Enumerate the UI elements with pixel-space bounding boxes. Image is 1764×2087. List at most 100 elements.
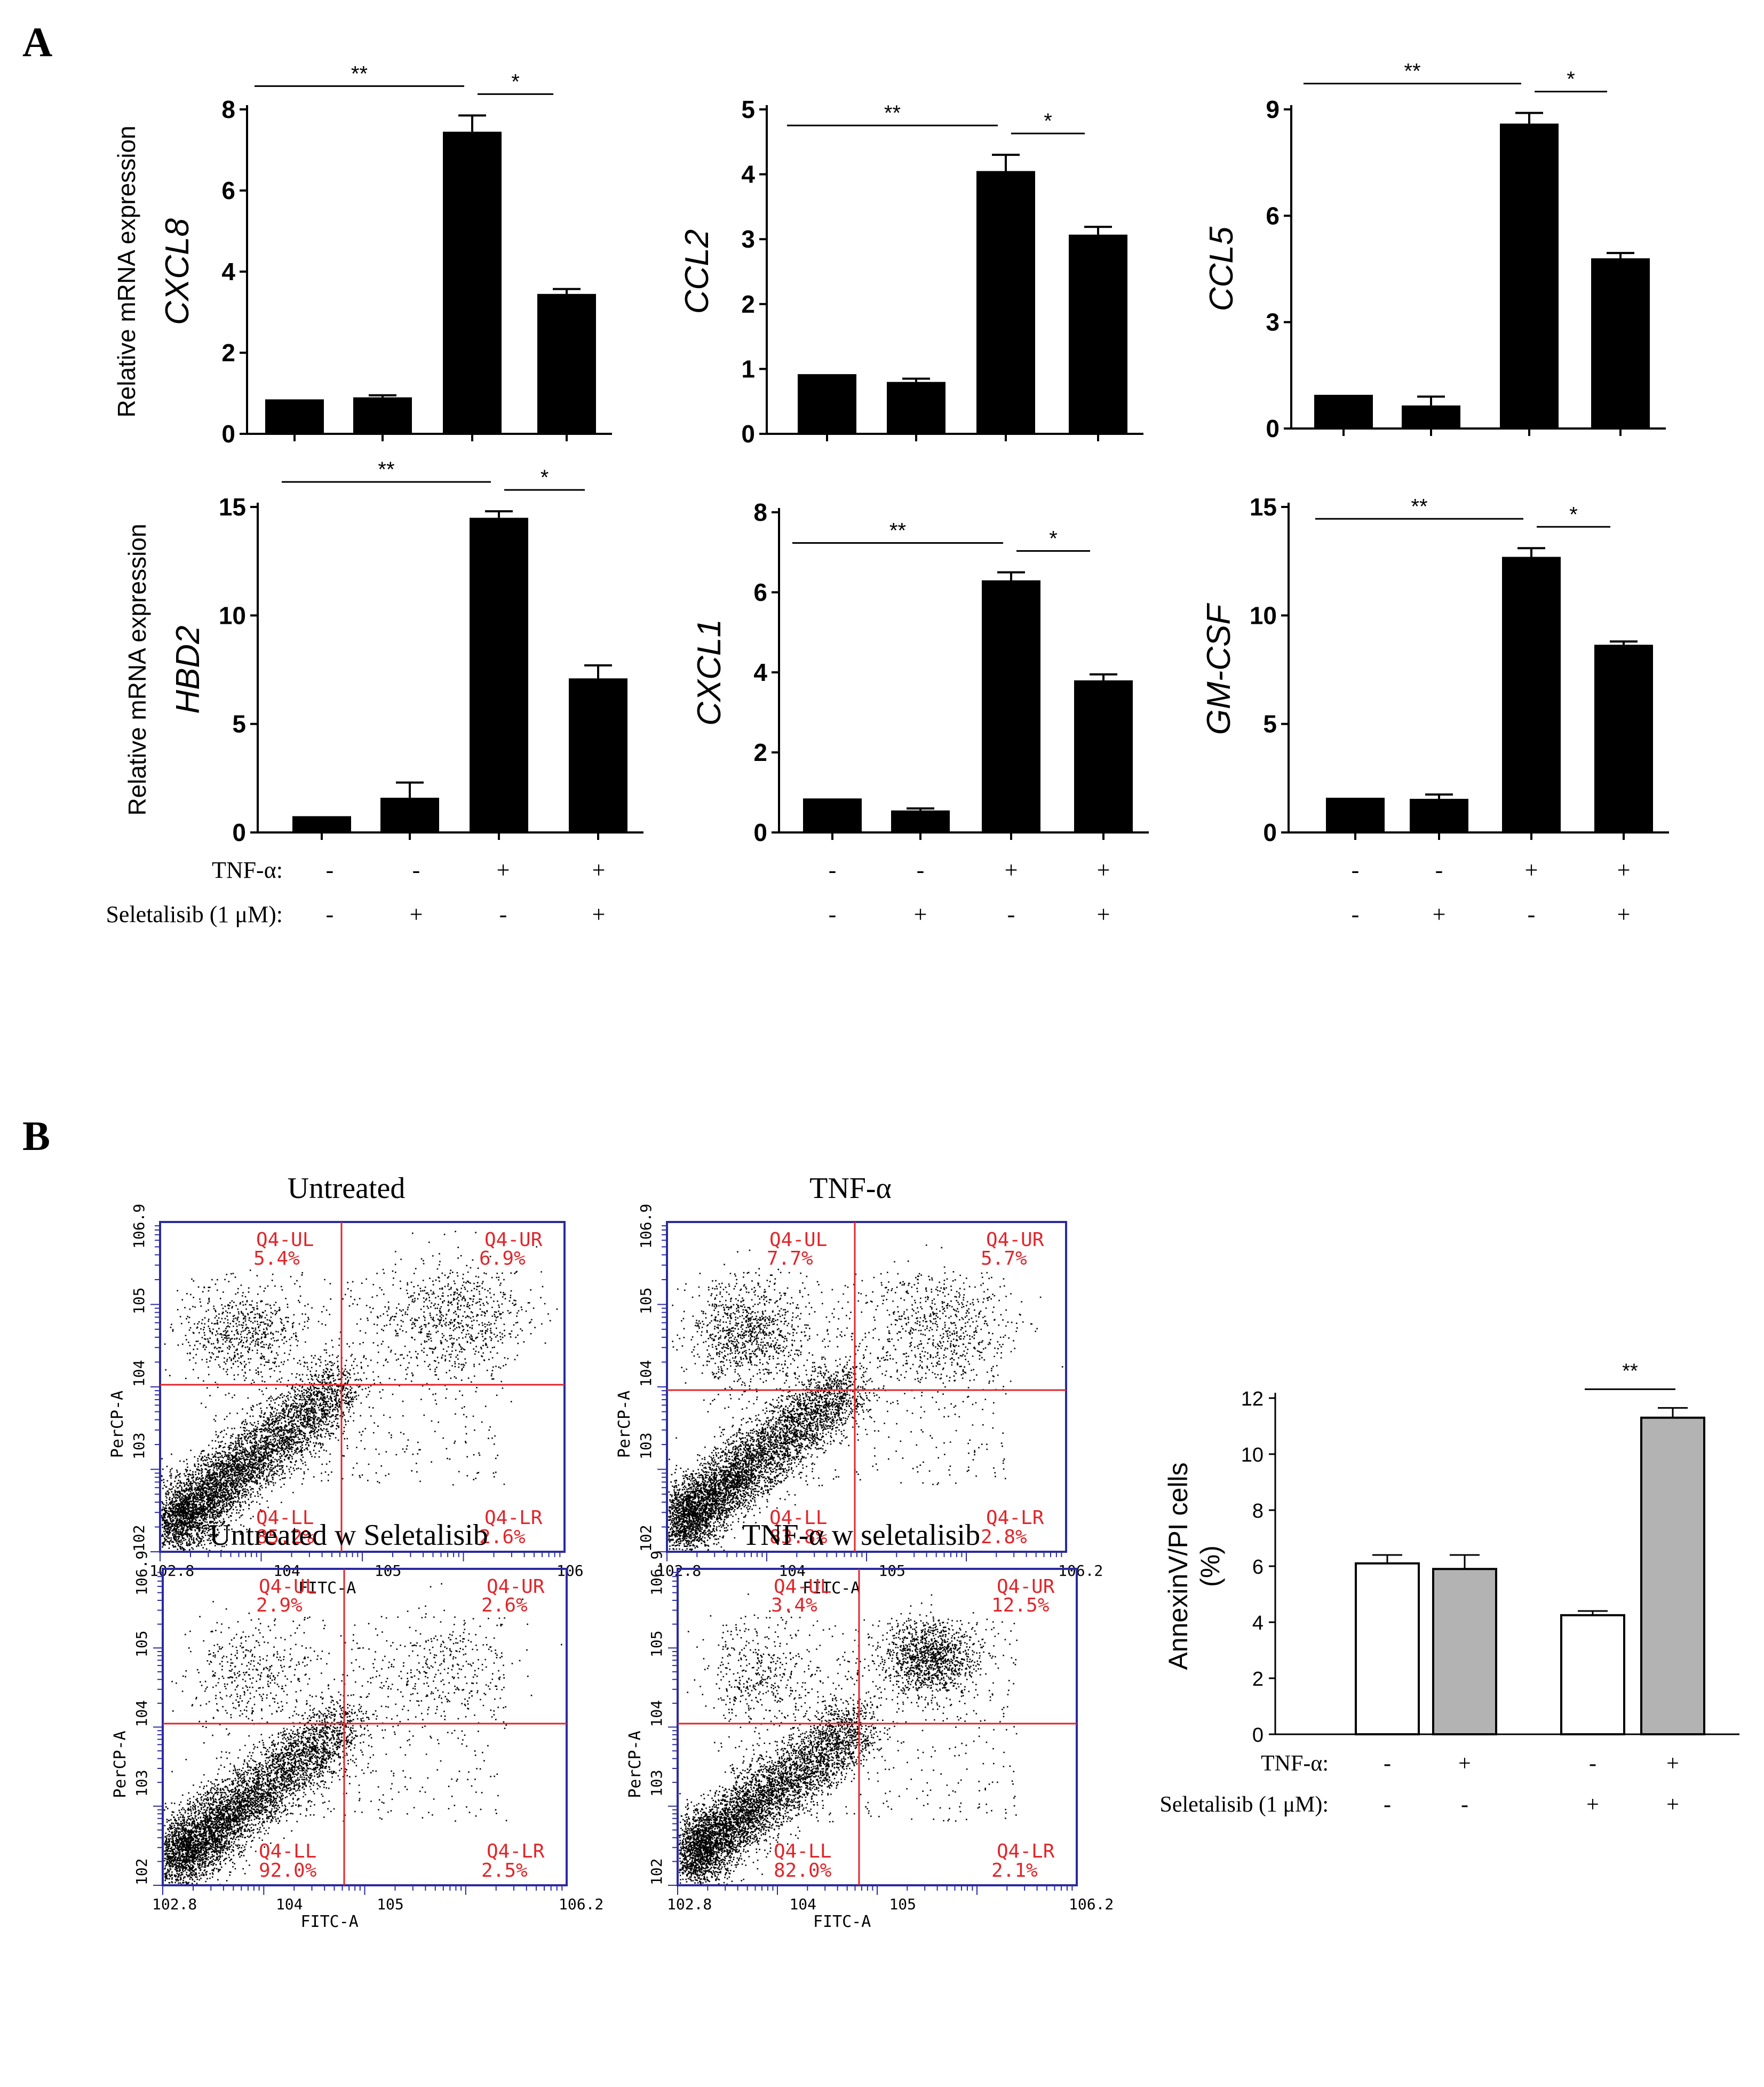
bar <box>537 293 596 434</box>
y-tick-label: 2 <box>741 290 755 318</box>
y-tick-label: 5 <box>232 710 246 738</box>
y-tick-label: 8 <box>221 96 235 123</box>
y-axis-label-line1: AnnexinV/PI cells <box>1163 1462 1193 1670</box>
seletalisib-sign: - <box>1528 901 1536 927</box>
b-tnf-sign: + <box>1666 1751 1679 1776</box>
y-tick-label: 8 <box>753 498 767 526</box>
quadrant-ur-name: Q4-UR <box>484 1229 543 1251</box>
quadrant-lr-name: Q4-LR <box>487 1840 545 1862</box>
b-tnf-sign: - <box>1589 1751 1596 1776</box>
tnf-sign: + <box>1617 857 1631 883</box>
y-tick-label: 2 <box>221 339 235 367</box>
y-tick-label: 6 <box>221 177 235 204</box>
y-tick-label: 103 <box>130 1432 148 1459</box>
flow-events <box>161 1231 558 1552</box>
quadrant-ll-name: Q4-LL <box>256 1507 314 1529</box>
b-seletalisib-row-label: Seletalisib (1 μM): <box>1160 1792 1329 1817</box>
seletalisib-sign: - <box>499 901 507 927</box>
bar <box>798 374 856 434</box>
y-tick-label: 15 <box>219 493 246 521</box>
y-tick-label: 106.9 <box>637 1204 655 1249</box>
bar <box>443 131 502 434</box>
quadrant-ll-name: Q4-LL <box>774 1840 831 1862</box>
x-tick-label: 105 <box>878 1562 905 1580</box>
quadrant-lr-value: 2.5% <box>481 1860 528 1882</box>
quadrant-ll-value: 92.0% <box>259 1860 317 1882</box>
quadrant-lr-name: Q4-LR <box>997 1840 1055 1862</box>
y-tick-label: 10 <box>1250 601 1277 629</box>
quadrant-ul-name: Q4-UL <box>769 1229 827 1251</box>
tnf-sign: + <box>1525 857 1538 883</box>
tnf-sign: - <box>917 857 925 883</box>
y-tick-label: 6 <box>1266 202 1280 229</box>
y-tick-label: 6 <box>1252 1556 1264 1578</box>
y-tick-label: 0 <box>1263 819 1277 846</box>
b-tnf-row-label: TNF-α: <box>1261 1751 1329 1776</box>
bar <box>292 816 351 832</box>
y-tick-label: 0 <box>1266 415 1280 442</box>
seletalisib-sign: + <box>1097 901 1110 927</box>
significance-label: ** <box>1411 495 1427 518</box>
x-tick-label: 104 <box>789 1895 816 1913</box>
bar <box>1074 680 1133 832</box>
x-tick-label: 104 <box>778 1562 806 1580</box>
quadrant-lr-name: Q4-LR <box>484 1507 543 1529</box>
bar <box>976 171 1035 434</box>
quadrant-ur-name: Q4-UR <box>997 1576 1055 1598</box>
quadrant-lr-name: Q4-LR <box>986 1507 1044 1529</box>
gene-label: GM-CSF <box>1201 603 1237 735</box>
flow-axis-ticks <box>150 1225 561 1561</box>
y-axis-label: PerCP-A <box>615 1391 634 1458</box>
tnf-sign: + <box>497 857 510 883</box>
quadrant-ul-name: Q4-UL <box>259 1576 316 1598</box>
y-tick-label: 1 <box>741 355 755 383</box>
quadrant-ur-value: 12.5% <box>991 1594 1050 1616</box>
y-tick-label: 103 <box>133 1769 150 1797</box>
bar <box>803 798 862 832</box>
significance-label: * <box>1049 527 1058 551</box>
y-tick-label: 2 <box>1252 1668 1264 1691</box>
quadrant-ur-value: 2.6% <box>481 1594 528 1616</box>
bar <box>1640 1416 1705 1735</box>
y-tick-label: 5 <box>1263 710 1277 738</box>
tnf-sign: - <box>1435 857 1443 883</box>
x-tick-label: 106.2 <box>559 1895 603 1913</box>
y-tick-label: 4 <box>753 658 767 686</box>
quadrant-lr-value: 2.1% <box>991 1860 1038 1882</box>
quadrant-ul-value: 2.9% <box>256 1594 303 1616</box>
y-tick-label: 106.9 <box>130 1204 148 1249</box>
y-axis-label-line2: (%) <box>1195 1545 1225 1587</box>
quadrant-ul-value: 3.4% <box>771 1594 817 1616</box>
b-seletalisib-sign: - <box>1384 1792 1391 1817</box>
flow-axis-ticks <box>668 1572 1073 1895</box>
gene-label: CCL2 <box>679 229 716 314</box>
flow-plot-title: Untreated w Seletalisib <box>209 1519 488 1552</box>
bar <box>380 797 439 832</box>
x-tick-label: 106 <box>557 1562 584 1580</box>
y-tick-label: 102 <box>130 1525 148 1552</box>
x-tick-label: 102.8 <box>656 1562 701 1580</box>
bar <box>1314 394 1373 428</box>
bar <box>1326 797 1385 832</box>
b-seletalisib-sign: - <box>1461 1792 1468 1817</box>
quadrant-ll-value: 82.0% <box>774 1860 832 1882</box>
gene-label: CXCL8 <box>159 218 196 325</box>
y-tick-label: 3 <box>1266 308 1280 336</box>
y-axis-label: PerCP-A <box>626 1731 645 1798</box>
bar <box>1502 557 1561 832</box>
gene-label: CXCL1 <box>691 619 728 726</box>
seletalisib-sign: + <box>592 901 606 927</box>
bar <box>1591 258 1650 428</box>
x-tick-label: 104 <box>273 1562 300 1580</box>
panel-label-b: B <box>22 1113 50 1159</box>
seletalisib-sign: - <box>829 901 837 927</box>
y-tick-label: 0 <box>1252 1724 1264 1747</box>
x-tick-label: 105 <box>889 1895 916 1913</box>
bar <box>1355 1562 1420 1735</box>
y-tick-label: 12 <box>1241 1388 1264 1410</box>
